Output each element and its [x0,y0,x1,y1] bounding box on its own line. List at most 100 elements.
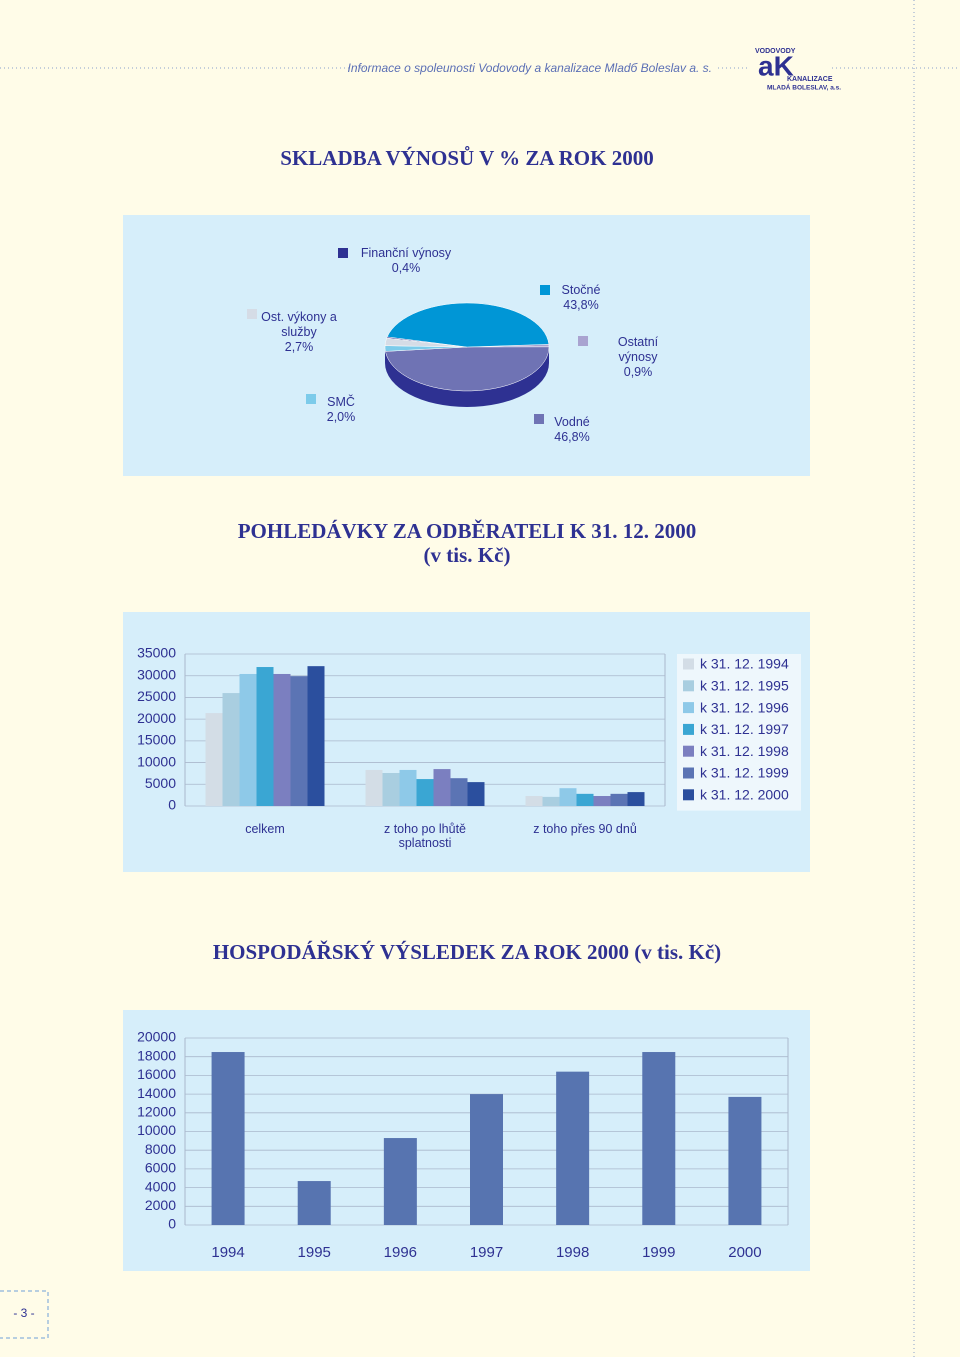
y-tick-label: 18000 [137,1047,176,1063]
legend-label: k 31. 12. 1994 [700,656,789,672]
slice-name: Finanční výnosy [360,246,452,260]
y-tick-label: 8000 [145,1141,176,1157]
bar [297,1181,331,1225]
x-tick-label: 1997 [469,1244,504,1261]
legend-swatch [683,723,694,735]
bar [559,788,577,806]
chart-title: HOSPODÁŘSKÝ VÝSLEDEK ZA ROK 2000 (v tis.… [213,940,721,964]
legend-swatch [683,680,694,692]
bar [556,1071,590,1225]
legend-swatch [247,309,257,319]
bar [542,796,560,806]
legend-swatch [683,745,694,757]
y-tick-label: 0 [168,1216,176,1232]
slice-value: 0,4% [391,261,421,275]
bar [470,1094,503,1225]
bar [365,769,383,806]
legend-swatch [683,789,694,801]
slice-value: 43,8% [563,298,599,312]
logo-text: VODOVODY [755,48,796,55]
slice-name: SMČ [327,395,355,409]
page-number-box [0,1290,49,1339]
pie-label: Ostatní výnosy 0,9% [598,335,678,380]
y-tick-label: 25000 [137,688,176,704]
x-tick-label: z toho přes 90 dnů [533,822,637,836]
legend-box [677,654,801,811]
bar [416,779,434,806]
y-tick-label: 14000 [137,1085,176,1101]
slice-value: 46,8% [554,430,590,444]
x-tick-label: 1994 [211,1244,245,1261]
x-tick-label: z toho po lhůtě splatnosti [383,822,466,850]
bar [205,713,223,806]
y-tick-label: 10000 [137,753,176,769]
x-tick-label: 2000 [728,1244,762,1261]
bar [383,1138,417,1225]
legend-label: k 31. 12. 2000 [700,787,789,803]
x-tick-label: 1999 [642,1244,676,1261]
legend-label: k 31. 12. 1995 [700,678,789,694]
bar [433,769,451,806]
legend-swatch [534,414,544,424]
bar [627,792,645,806]
bar [256,667,274,806]
legend-swatch [683,702,694,714]
legend-label: k 31. 12. 1997 [700,721,789,737]
page-number: - 3 - [13,1306,34,1320]
y-tick-label: 30000 [137,666,176,682]
slice-name: Ostatní výnosy [617,335,659,364]
slice-value: 2,7% [284,340,314,354]
pie-slice [385,346,550,392]
bar [399,769,417,806]
logo-text: KANALIZACE [787,76,833,83]
pie-label: Finanční výnosy 0,4% [356,246,456,276]
legend-swatch [338,248,348,258]
chart-subtitle: (v tis. Kč) [424,543,511,567]
y-tick-label: 2000 [145,1197,176,1213]
legend-label: k 31. 12. 1998 [700,743,789,759]
slice-value: 0,9% [623,365,653,379]
bar [273,673,291,806]
slice-name: Ost. výkony a služby [261,310,337,339]
slice-name: Stočné [561,283,601,297]
bar [610,793,628,806]
bar [211,1052,245,1225]
chart-title: POHLEDÁVKY ZA ODBĚRATELI K 31. 12. 2000 [238,519,697,543]
x-tick-label: celkem [245,822,285,836]
y-tick-label: 5000 [145,775,176,791]
bar [239,673,257,806]
pie-label: Vodné 46,8% [548,415,596,445]
bar [467,782,485,806]
bar [576,793,594,806]
bar [728,1096,762,1225]
bar [593,796,611,806]
legend-swatch [683,658,694,670]
y-tick-label: 0 [168,797,176,813]
legend-swatch [306,394,316,404]
bar [222,693,240,806]
chart-title: SKLADBA VÝNOSŮ V % ZA ROK 2000 [280,146,653,170]
y-tick-label: 4000 [145,1178,176,1194]
x-tick-label: 1998 [555,1244,590,1261]
legend-label: k 31. 12. 1999 [700,765,789,781]
y-tick-label: 20000 [137,1029,176,1045]
logo-text: MLADÁ BOLESLAV, a.s. [767,83,841,92]
y-tick-label: 10000 [137,1122,176,1138]
bar [450,778,468,806]
bar [525,796,543,806]
y-tick-label: 6000 [145,1160,176,1176]
bar [290,676,308,806]
x-tick-label: 1996 [383,1244,418,1261]
header-text: Informace o spoleunosti Vodovody a kanal… [347,61,712,75]
y-tick-label: 12000 [137,1104,176,1120]
legend-label: k 31. 12. 1996 [700,699,789,715]
legend-swatch [578,336,588,346]
x-tick-label: 1995 [297,1244,331,1261]
logo-text: aK [758,50,794,81]
legend-swatch [683,767,694,779]
slice-value: 2,0% [326,410,356,424]
logo: VODOVODY aK KANALIZACE MLADÁ BOLESLAV, a… [755,48,841,92]
slice-name: Vodné [554,415,590,429]
